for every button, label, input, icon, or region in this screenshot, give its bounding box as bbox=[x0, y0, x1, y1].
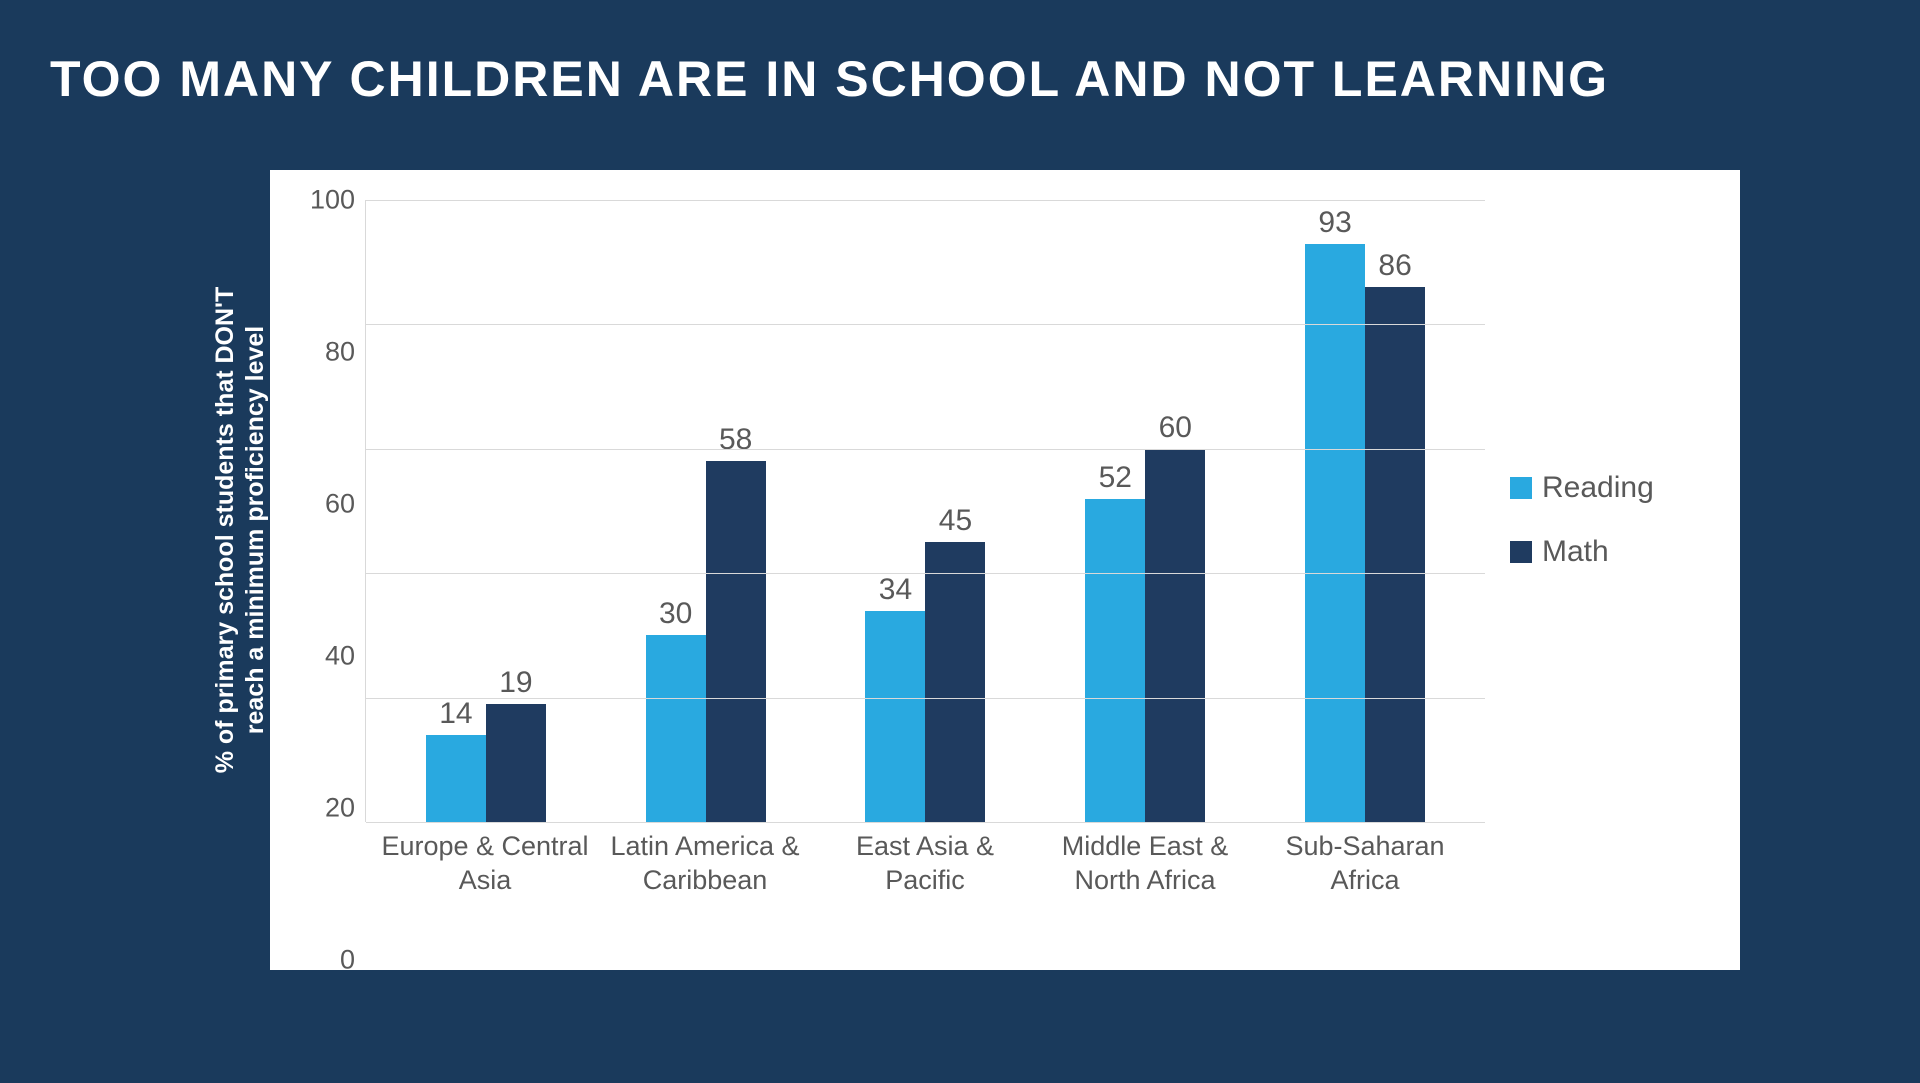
bar: 52 bbox=[1085, 499, 1145, 822]
bar-value-label: 93 bbox=[1318, 206, 1351, 244]
legend-swatch bbox=[1510, 477, 1532, 499]
xtick: East Asia & Pacific bbox=[815, 830, 1035, 960]
ytick: 60 bbox=[325, 489, 355, 520]
grid-area: 14193058344552609386 bbox=[365, 200, 1485, 822]
bar-value-label: 30 bbox=[659, 597, 692, 635]
gridline bbox=[366, 200, 1485, 201]
yaxis-label: % of primary school students that DON'T … bbox=[210, 287, 270, 774]
category-group: 3058 bbox=[596, 200, 816, 822]
xtick: Sub-Saharan Africa bbox=[1255, 830, 1475, 960]
legend: Reading Math bbox=[1485, 200, 1710, 960]
category-group: 5260 bbox=[1035, 200, 1255, 822]
legend-item: Math bbox=[1510, 535, 1710, 569]
bar-value-label: 60 bbox=[1159, 411, 1192, 449]
xtick: Middle East & North Africa bbox=[1035, 830, 1255, 960]
category-group: 3445 bbox=[816, 200, 1036, 822]
yaxis-label-line2: reach a minimum proficiency level bbox=[241, 326, 269, 735]
ytick: 80 bbox=[325, 337, 355, 368]
bars-row: 14193058344552609386 bbox=[366, 200, 1485, 822]
xaxis-row: Europe & Central AsiaLatin America & Car… bbox=[365, 822, 1485, 960]
bar: 45 bbox=[925, 542, 985, 822]
bar: 19 bbox=[486, 704, 546, 822]
bar-value-label: 45 bbox=[939, 504, 972, 542]
ytick: 20 bbox=[325, 793, 355, 824]
bar: 86 bbox=[1365, 287, 1425, 822]
gridline bbox=[366, 449, 1485, 450]
chart-container: % of primary school students that DON'T … bbox=[210, 170, 1740, 970]
ytick: 40 bbox=[325, 641, 355, 672]
yaxis-label-line1: % of primary school students that DON'T bbox=[211, 287, 239, 774]
bar: 34 bbox=[865, 611, 925, 822]
bar-value-label: 52 bbox=[1099, 461, 1132, 499]
plot-column: 020406080100 14193058344552609386 Europe… bbox=[285, 200, 1485, 960]
xtick: Europe & Central Asia bbox=[375, 830, 595, 960]
legend-label: Math bbox=[1542, 535, 1609, 569]
plot-area: 14193058344552609386 Europe & Central As… bbox=[365, 200, 1485, 960]
page-title: TOO MANY CHILDREN ARE IN SCHOOL AND NOT … bbox=[50, 50, 1870, 108]
gridline bbox=[366, 698, 1485, 699]
legend-swatch bbox=[1510, 541, 1532, 563]
bar-value-label: 58 bbox=[719, 423, 752, 461]
yaxis-label-holder: % of primary school students that DON'T … bbox=[210, 170, 270, 970]
bar-value-label: 86 bbox=[1378, 249, 1411, 287]
bar: 58 bbox=[706, 461, 766, 822]
category-group: 9386 bbox=[1255, 200, 1475, 822]
bar: 60 bbox=[1145, 449, 1205, 822]
ytick: 0 bbox=[340, 945, 355, 976]
bar: 30 bbox=[646, 635, 706, 822]
gridline bbox=[366, 573, 1485, 574]
gridline bbox=[366, 822, 1485, 823]
ytick-column: 020406080100 bbox=[285, 200, 365, 960]
chart-card: 020406080100 14193058344552609386 Europe… bbox=[270, 170, 1740, 970]
legend-item: Reading bbox=[1510, 471, 1710, 505]
category-group: 1419 bbox=[376, 200, 596, 822]
bar: 93 bbox=[1305, 244, 1365, 822]
gridline bbox=[366, 324, 1485, 325]
legend-label: Reading bbox=[1542, 471, 1654, 505]
bar-value-label: 34 bbox=[879, 573, 912, 611]
bar: 14 bbox=[426, 735, 486, 822]
page: TOO MANY CHILDREN ARE IN SCHOOL AND NOT … bbox=[0, 0, 1920, 1083]
xtick: Latin America & Caribbean bbox=[595, 830, 815, 960]
ytick: 100 bbox=[310, 185, 355, 216]
bar-value-label: 14 bbox=[439, 697, 472, 735]
